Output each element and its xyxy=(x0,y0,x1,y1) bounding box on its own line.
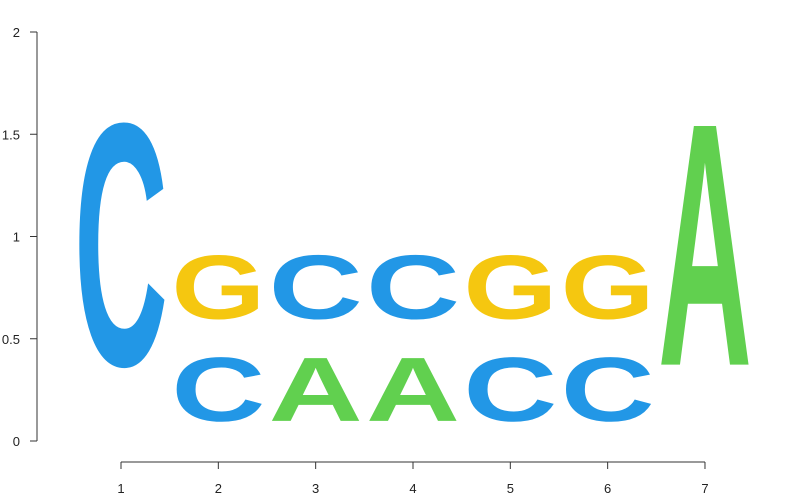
logo-letter-c: C xyxy=(463,338,557,440)
x-tick-label: 1 xyxy=(117,481,124,496)
x-tick-label: 2 xyxy=(215,481,222,496)
logo-letter-a: A xyxy=(658,51,752,439)
x-tick-label: 6 xyxy=(604,481,611,496)
logo-letter-a: A xyxy=(269,338,363,440)
y-tick-label: 1.5 xyxy=(2,127,20,142)
y-tick-label: 0 xyxy=(13,434,20,449)
x-tick-label: 7 xyxy=(701,481,708,496)
logo-letter-g: G xyxy=(171,236,265,338)
logo-letter-c: C xyxy=(269,236,363,338)
logo-letter-c: C xyxy=(171,338,265,440)
logo-letter-g: G xyxy=(561,236,655,338)
x-tick-label: 3 xyxy=(312,481,319,496)
y-tick-label: 0.5 xyxy=(2,332,20,347)
x-axis: 1 2 3 4 5 6 7 xyxy=(117,461,709,496)
x-tick-label: 4 xyxy=(409,481,416,496)
logo-letter-c: C xyxy=(366,236,460,338)
logo-letter-c: C xyxy=(561,338,655,440)
y-tick-label: 2 xyxy=(13,25,20,40)
logo-letter-g: G xyxy=(463,236,557,338)
y-axis: 0 0.5 1 1.5 2 xyxy=(2,25,38,449)
logo-letter-c: C xyxy=(74,51,168,439)
logo-letter-a: A xyxy=(366,338,460,440)
x-tick-label: 5 xyxy=(507,481,514,496)
y-tick-label: 1 xyxy=(13,230,20,245)
